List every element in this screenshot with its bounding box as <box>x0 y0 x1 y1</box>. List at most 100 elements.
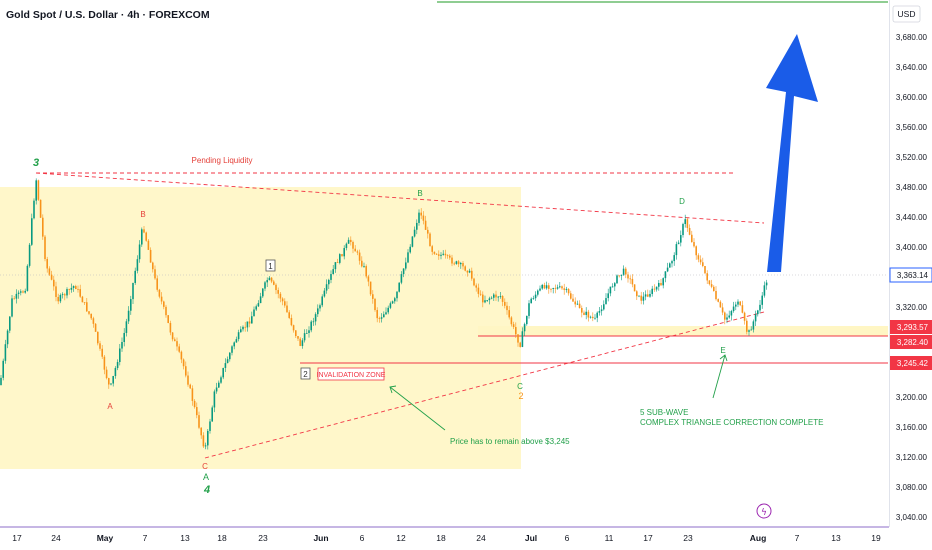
price-axis[interactable]: USD 3,680.00 3,640.00 3,600.00 3,560.00 3,52… <box>889 0 932 550</box>
time-tick-label: 24 <box>476 533 486 543</box>
candle-body <box>312 321 315 323</box>
wave-label-4: 4 <box>203 484 210 496</box>
candle-body <box>633 284 636 292</box>
candle-body <box>90 313 92 319</box>
candle-body <box>680 235 682 243</box>
candle-body <box>105 369 108 379</box>
candle-body <box>123 332 125 342</box>
time-tick-label: 24 <box>51 533 61 543</box>
price-badge <box>890 320 932 334</box>
candle-body <box>400 274 403 283</box>
candle-body <box>376 310 378 319</box>
time-tick-label: 13 <box>831 533 841 543</box>
candle-body <box>350 239 352 242</box>
candle-body <box>664 271 667 279</box>
invalidation-zone-frame <box>317 367 385 381</box>
candle-body <box>598 311 601 313</box>
candle-body <box>730 311 733 316</box>
candle-body <box>9 316 11 331</box>
candle-body <box>748 330 750 332</box>
candle-body <box>257 303 260 307</box>
candle-body <box>651 288 653 294</box>
candle-body <box>26 265 29 291</box>
candle-body <box>640 295 642 301</box>
candle-body <box>504 301 506 306</box>
candle-body <box>446 255 449 257</box>
candle-body <box>660 282 662 286</box>
candle-body <box>352 241 354 249</box>
candles-group <box>0 178 768 450</box>
candle-body <box>750 329 752 331</box>
candle-body <box>237 332 240 340</box>
candle-body <box>77 289 79 290</box>
candle-body <box>457 261 460 265</box>
candle-body <box>176 341 178 347</box>
candle-body <box>200 427 202 436</box>
candle-body <box>741 305 744 313</box>
candle-body <box>211 407 213 422</box>
candle-body <box>539 288 541 291</box>
candle-body <box>455 261 458 264</box>
candle-body <box>460 263 462 265</box>
candle-body <box>576 303 579 305</box>
candle-body <box>589 316 592 318</box>
box-label-1-frame <box>265 259 276 272</box>
candle-body <box>363 266 365 267</box>
candle-body <box>530 298 532 304</box>
candle-body <box>339 254 341 263</box>
candle-body <box>136 259 139 271</box>
candle-body <box>99 343 101 349</box>
candle-body <box>438 254 440 256</box>
candle-body <box>240 329 242 333</box>
chart-title: Gold Spot / U.S. Dollar · 4h · FOREXCOM <box>6 9 210 21</box>
candle-body <box>253 309 255 317</box>
candle-body <box>666 267 669 272</box>
candle-body <box>341 254 343 257</box>
candle-body <box>174 339 176 342</box>
candle-body <box>625 268 627 275</box>
candle-body <box>72 286 75 288</box>
candle-body <box>528 303 530 316</box>
candle-body <box>585 311 587 315</box>
candle-body <box>735 304 737 307</box>
box-label-2: 2 <box>303 370 308 379</box>
candle-body <box>152 262 154 270</box>
candle-body <box>231 346 233 353</box>
candle-body <box>565 288 568 290</box>
candle-body <box>244 326 246 328</box>
event-icon[interactable] <box>756 503 772 519</box>
price-tick-label: 3,320.00 <box>896 303 928 312</box>
candle-body <box>420 212 422 216</box>
candle-body <box>11 298 13 317</box>
candle-body <box>702 262 704 267</box>
candle-body <box>112 376 114 384</box>
candle-body <box>61 294 64 296</box>
candle-body <box>4 344 7 361</box>
candle-body <box>677 242 680 245</box>
time-tick-label: 23 <box>683 533 693 543</box>
candle-body <box>57 296 59 302</box>
candle-body <box>466 270 469 273</box>
candle-body <box>642 296 645 301</box>
candle-body <box>416 222 418 230</box>
time-tick-label: 12 <box>396 533 406 543</box>
price-tick-label: 3,120.00 <box>896 453 928 462</box>
currency-badge[interactable] <box>892 5 921 23</box>
candle-body <box>37 180 40 200</box>
candle-body <box>191 388 194 401</box>
event-icon-glyph: ϟ <box>761 508 767 518</box>
candle-body <box>264 282 266 289</box>
candle-body <box>521 331 524 347</box>
candle-body <box>686 219 689 228</box>
wave-label-E: E <box>720 346 725 355</box>
candle-body <box>356 251 359 253</box>
candle-body <box>308 330 310 333</box>
candle-body <box>209 421 211 431</box>
candle-body <box>20 291 22 293</box>
currency-label: USD <box>898 9 916 19</box>
candle-body <box>532 298 535 300</box>
candle-body <box>442 253 444 255</box>
time-tick-label: 23 <box>258 533 268 543</box>
candle-body <box>255 306 257 310</box>
